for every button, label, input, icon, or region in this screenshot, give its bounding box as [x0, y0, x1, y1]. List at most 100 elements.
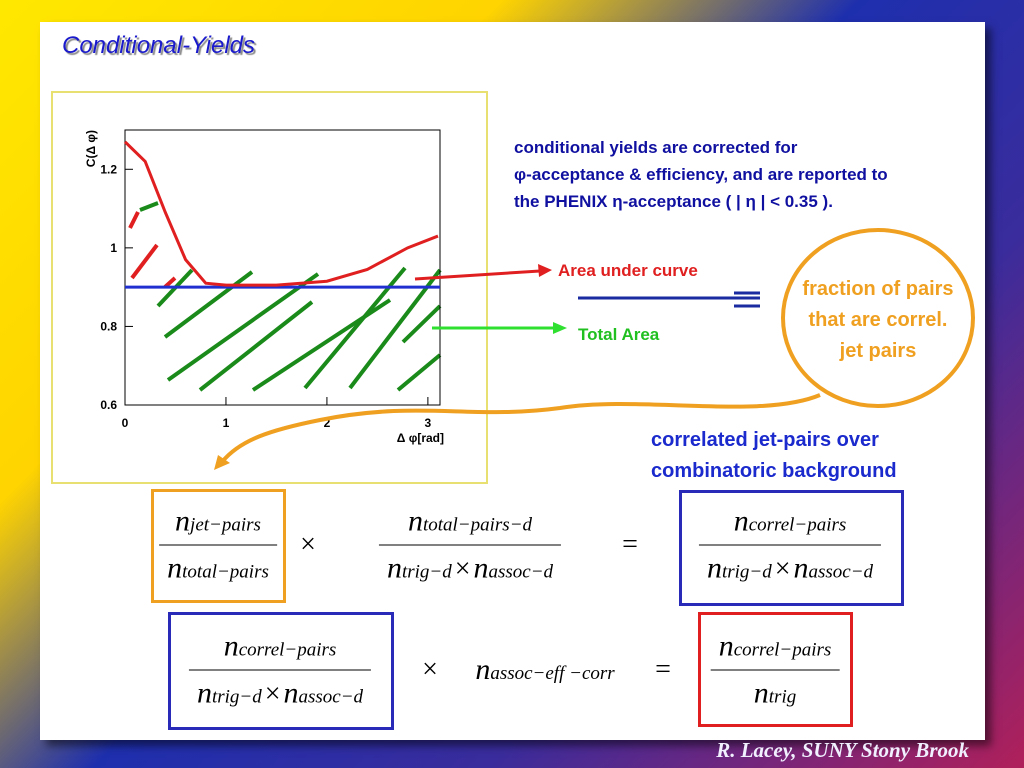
- term: nassoc−eff −corr: [475, 653, 614, 687]
- variable: n: [283, 676, 299, 710]
- denominator: ntrig: [746, 677, 804, 711]
- variable: n: [475, 653, 491, 686]
- operator: ×: [422, 654, 438, 685]
- equation-box: [698, 612, 853, 727]
- variable: n: [718, 629, 734, 663]
- operator: =: [652, 654, 674, 686]
- ellipse-line: fraction of pairs: [802, 278, 954, 300]
- variable: n: [473, 551, 489, 585]
- subscript: assoc−eff −corr: [490, 663, 615, 684]
- y-tick-label: 0.8: [100, 319, 117, 333]
- x-axis-label: Δ φ[rad]: [397, 431, 444, 445]
- subscript: assoc−d: [298, 686, 364, 708]
- slide-title: Conditional-Yields: [62, 32, 256, 59]
- x-tick-label: 1: [223, 416, 230, 430]
- equation-box: [679, 490, 904, 606]
- equation-box: [151, 489, 286, 603]
- variable: n: [733, 504, 749, 538]
- variable: n: [706, 551, 722, 585]
- subscript: total−pairs−d: [422, 514, 533, 536]
- variable: n: [793, 551, 809, 585]
- footer: R. Lacey, SUNY Stony Brook: [716, 738, 969, 762]
- variable: n: [167, 551, 183, 585]
- subscript: trig: [768, 686, 797, 708]
- subscript: total−pairs: [182, 561, 269, 583]
- equals-sign: [734, 291, 760, 308]
- ellipse-line: jet pairs: [839, 340, 917, 362]
- numerator: ncorrel−pairs: [711, 630, 840, 664]
- dashed-curve: [128, 211, 177, 289]
- subscript: assoc−d: [808, 561, 874, 583]
- subscript: trig−d: [211, 686, 262, 708]
- operator: ×: [454, 553, 471, 585]
- x-tick-label: 2: [324, 416, 331, 430]
- fraction: ncorrel−pairs ntrig: [710, 630, 840, 711]
- fraction: ncorrel−pairs ntrig−d × nassoc−d: [188, 630, 372, 711]
- operator: ×: [419, 654, 441, 686]
- arrow-head: [538, 264, 552, 277]
- numerator: ncorrel−pairs: [216, 630, 345, 664]
- variable: n: [407, 504, 423, 538]
- total-area-label: Total Area: [578, 325, 660, 344]
- ellipse-text: fraction of pairs that are correl. jet p…: [778, 274, 978, 367]
- y-tick-label: 0.6: [100, 398, 117, 412]
- correlated-text: correlated jet-pairs over combinatoric b…: [651, 425, 897, 487]
- operator: =: [622, 529, 638, 560]
- variable: n: [196, 676, 212, 710]
- subscript: assoc−d: [488, 561, 554, 583]
- variable: n: [223, 629, 239, 663]
- arrow-head: [553, 322, 567, 334]
- fraction: njet−pairs ntotal−pairs: [159, 505, 277, 586]
- connector: [220, 393, 821, 464]
- variable: n: [753, 676, 769, 710]
- ellipse: [781, 228, 975, 408]
- curve: [123, 140, 439, 287]
- ellipse-line: that are correl.: [808, 309, 948, 331]
- subscript: correl−pairs: [733, 639, 832, 661]
- correlated-line: correlated jet-pairs over: [651, 429, 879, 451]
- notes: conditional yields are corrected for φ-a…: [514, 134, 888, 215]
- correlated-line: combinatoric background: [651, 460, 897, 482]
- numerator: njet−pairs: [167, 505, 269, 539]
- denominator: ntrig−d × nassoc−d: [189, 677, 371, 711]
- operator: ×: [297, 529, 319, 561]
- fraction: ncorrel−pairs ntrig−d × nassoc−d: [698, 505, 882, 586]
- numerator: ncorrel−pairs: [726, 505, 855, 539]
- numerator: ntotal−pairs−d: [400, 505, 540, 539]
- operator: ×: [264, 678, 281, 710]
- subscript: jet−pairs: [190, 514, 261, 536]
- subscript: trig−d: [721, 561, 772, 583]
- arrow: [414, 269, 541, 281]
- subscript: correl−pairs: [238, 639, 337, 661]
- note-line: the PHENIX η-acceptance ( | η | < 0.35 )…: [514, 192, 833, 211]
- operator: ×: [300, 529, 316, 560]
- fraction-bar: [188, 669, 372, 671]
- subscript: trig−d: [401, 561, 452, 583]
- denominator: ntrig−d × nassoc−d: [699, 552, 881, 586]
- area-label: Area under curve: [558, 261, 698, 280]
- denominator: ntrig−d × nassoc−d: [379, 552, 561, 586]
- fraction-bar: [159, 544, 277, 546]
- operator: =: [655, 654, 671, 685]
- fraction-bar: [378, 544, 562, 546]
- denominator: ntotal−pairs: [159, 552, 277, 586]
- y-axis-label: C(Δ φ): [84, 130, 98, 167]
- y-tick-label: 1.2: [100, 162, 117, 176]
- variable: n: [386, 551, 402, 585]
- operator: =: [619, 529, 641, 561]
- fraction-bar: [710, 669, 840, 671]
- fraction-bar: [698, 544, 882, 546]
- x-tick-label: 3: [425, 416, 432, 430]
- plot-area: [124, 129, 441, 406]
- arrow-head: [214, 455, 230, 470]
- equation-box: [168, 612, 394, 730]
- hatching: [139, 201, 442, 392]
- note-line: conditional yields are corrected for: [514, 138, 798, 157]
- subscript: correl−pairs: [748, 514, 847, 536]
- y-tick-label: 1: [110, 241, 117, 255]
- x-tick-label: 0: [122, 416, 129, 430]
- variable: n: [175, 504, 191, 538]
- note-line: φ-acceptance & efficiency, and are repor…: [514, 165, 888, 184]
